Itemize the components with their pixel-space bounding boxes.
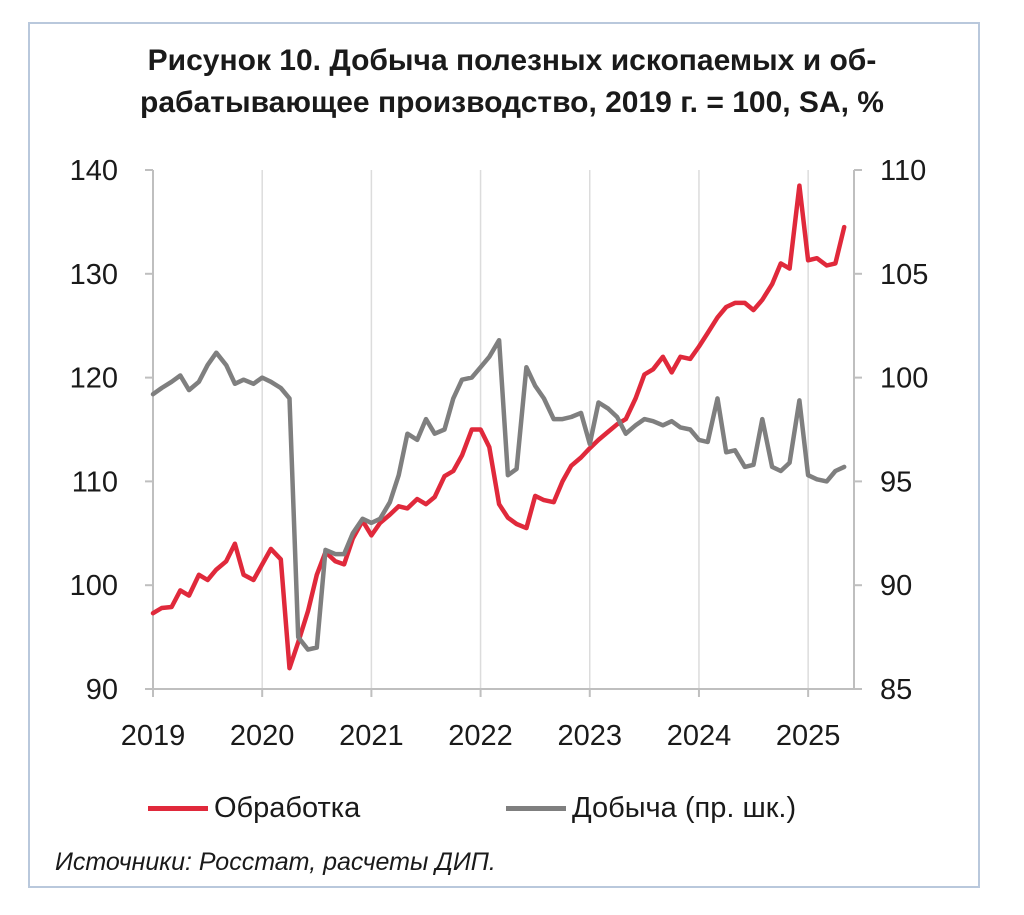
- legend-swatch-mining: [506, 805, 566, 811]
- chart-title: Рисунок 10. Добыча полезных ископаемых и…: [0, 40, 1024, 124]
- x-tick-label: 2025: [776, 720, 841, 752]
- legend-label-manufacturing: Обработка: [214, 791, 361, 824]
- y-right-tick-label: 95: [880, 466, 912, 498]
- y-right-tick-label: 90: [880, 570, 912, 602]
- x-tick-label: 2024: [667, 720, 732, 752]
- x-tick-label: 2022: [448, 720, 513, 752]
- x-tick-label: 2021: [339, 720, 404, 752]
- y-left-tick-label: 100: [70, 570, 118, 602]
- chart-title-line-2: рабатывающее производство, 2019 г. = 100…: [140, 86, 884, 119]
- legend-swatch-manufacturing: [148, 805, 208, 811]
- y-right-tick-label: 100: [880, 363, 928, 395]
- x-tick-label: 2023: [558, 720, 623, 752]
- y-left-tick-label: 130: [70, 259, 118, 291]
- y-right-tick-label: 110: [880, 155, 926, 187]
- chart-frame: [28, 22, 980, 888]
- y-left-tick-label: 120: [70, 363, 118, 395]
- legend-item-mining: Добыча (пр. шк.): [506, 788, 796, 828]
- legend-label-mining: Добыча (пр. шк.): [572, 791, 797, 824]
- x-tick-label: 2019: [121, 720, 186, 752]
- y-right-tick-label: 105: [880, 259, 928, 291]
- series-line-mining: [150, 337, 847, 652]
- y-right-tick-label: 85: [880, 674, 912, 706]
- chart-title-line-1: Рисунок 10. Добыча полезных ископаемых и…: [147, 44, 877, 77]
- x-tick-label: 2020: [230, 720, 295, 752]
- y-left-tick-label: 110: [72, 466, 118, 498]
- y-left-tick-label: 140: [70, 155, 118, 187]
- series-line-manufacturing: [150, 183, 847, 671]
- source-note: Источники: Росстат, расчеты ДИП.: [55, 848, 496, 876]
- y-left-tick-label: 90: [86, 674, 118, 706]
- legend-item-manufacturing: Обработка: [148, 788, 360, 828]
